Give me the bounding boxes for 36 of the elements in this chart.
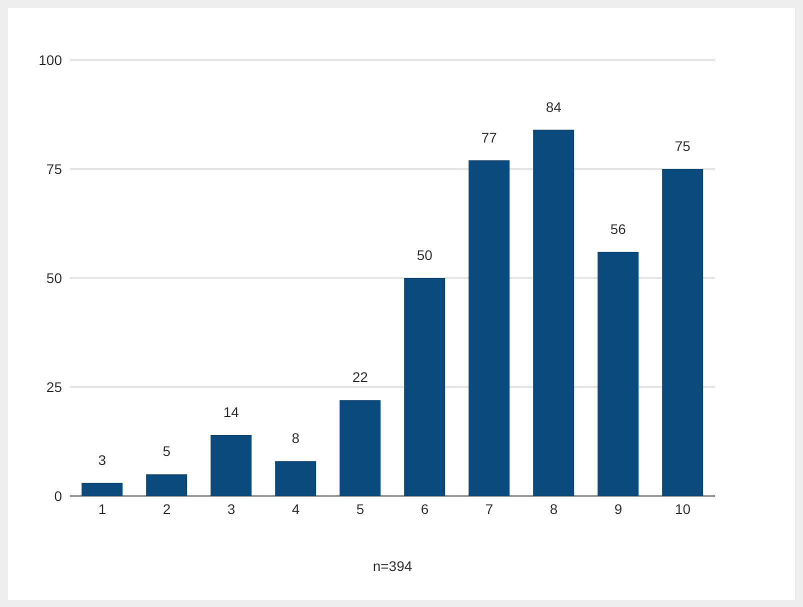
x-tick-label: 8 — [550, 500, 558, 517]
text: n=394 — [372, 558, 414, 574]
x-tick-label: 3 — [227, 500, 236, 517]
data-label: 8 — [292, 430, 300, 446]
x-tick-label: 6 — [420, 500, 429, 517]
data-label: 3 — [98, 452, 106, 468]
y-tick-label: 50 — [46, 270, 62, 286]
bar — [340, 400, 381, 496]
bar — [533, 130, 574, 496]
bar — [210, 434, 252, 496]
y-tick-label: 100 — [38, 52, 62, 68]
bar — [598, 252, 639, 496]
bar — [82, 482, 123, 496]
x-tick-label: 10 — [674, 500, 691, 517]
y-tick-label: 75 — [46, 160, 62, 177]
data-label: 84 — [546, 98, 562, 115]
bar — [468, 160, 510, 496]
y-tick-label: 0 — [54, 488, 62, 504]
y-tick-label: 25 — [46, 378, 62, 395]
x-tick-label: 1 — [98, 500, 106, 517]
data-label: 5 — [162, 443, 171, 460]
bar — [404, 278, 446, 496]
x-tick-label: 5 — [356, 500, 364, 517]
data-label: 50 — [416, 247, 433, 263]
x-tick-label: 9 — [614, 500, 622, 517]
data-label: 22 — [352, 369, 368, 386]
bar — [146, 474, 188, 496]
bar — [275, 461, 316, 496]
data-label: 56 — [610, 220, 626, 237]
x-tick-label: 4 — [292, 500, 300, 517]
bar — [662, 169, 704, 496]
data-label: 14 — [223, 404, 240, 420]
data-label: 75 — [674, 138, 691, 154]
x-tick-label: 7 — [485, 500, 494, 517]
x-tick-label: 2 — [162, 500, 171, 517]
data-label: 77 — [481, 129, 498, 146]
